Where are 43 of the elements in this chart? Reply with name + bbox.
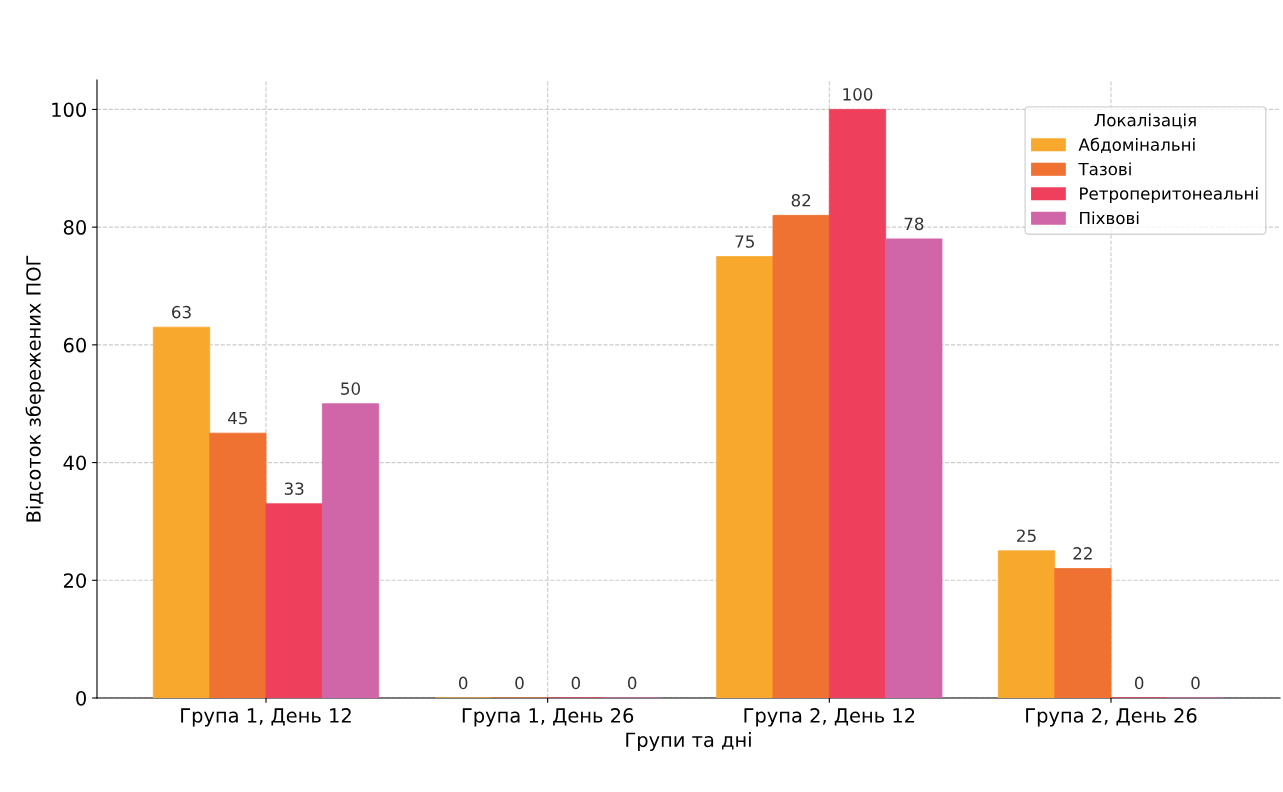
bar — [321, 403, 380, 698]
data-label: 50 — [341, 382, 360, 395]
bar — [1054, 568, 1112, 698]
data-label: 33 — [284, 482, 304, 495]
y-tick-label: 100 — [52, 102, 86, 118]
data-label: 45 — [228, 411, 247, 425]
data-label: 0 — [1191, 676, 1200, 690]
legend-label: Піхвові — [1080, 211, 1139, 225]
data-label: 82 — [791, 193, 811, 207]
bar — [716, 256, 774, 698]
legend-label: Тазові — [1078, 162, 1131, 176]
data-label: 25 — [1017, 529, 1036, 543]
legend-label: Абдомінальні — [1078, 137, 1195, 153]
bar — [265, 503, 323, 698]
data-label: 22 — [1073, 547, 1092, 560]
bar — [997, 550, 1056, 698]
data-label: 78 — [904, 217, 924, 231]
data-label: 63 — [172, 305, 191, 319]
bar — [772, 214, 830, 698]
x-axis-title: Групи та дні — [626, 732, 751, 751]
y-axis-title: Відсоток збережених ПОГ — [25, 255, 45, 522]
y-tick-label: 20 — [63, 573, 86, 588]
data-label: 75 — [735, 235, 754, 248]
bar — [152, 326, 211, 698]
x-tick-label: Група 1, День 26 — [462, 708, 634, 727]
legend-label: Ретроперитонеальні — [1080, 186, 1258, 204]
data-label: 0 — [515, 676, 524, 690]
x-tick-label: Група 2, День 26 — [1026, 708, 1197, 727]
bar — [828, 109, 887, 698]
data-label: 0 — [571, 676, 581, 690]
x-tick-label: Група 2, День 12 — [744, 708, 915, 727]
legend-title: Локалізація — [1094, 113, 1196, 129]
data-label: 100 — [843, 88, 873, 101]
y-tick-label: 40 — [63, 455, 86, 471]
bar — [885, 238, 943, 698]
y-tick-label: 0 — [76, 690, 86, 706]
data-label: 0 — [627, 676, 637, 690]
bar — [209, 432, 267, 698]
y-tick-label: 60 — [63, 337, 86, 353]
data-label: 0 — [458, 676, 468, 690]
y-tick-label: 80 — [63, 220, 86, 235]
x-tick-label: Група 1, День 12 — [181, 708, 351, 727]
data-label: 0 — [1134, 676, 1144, 690]
